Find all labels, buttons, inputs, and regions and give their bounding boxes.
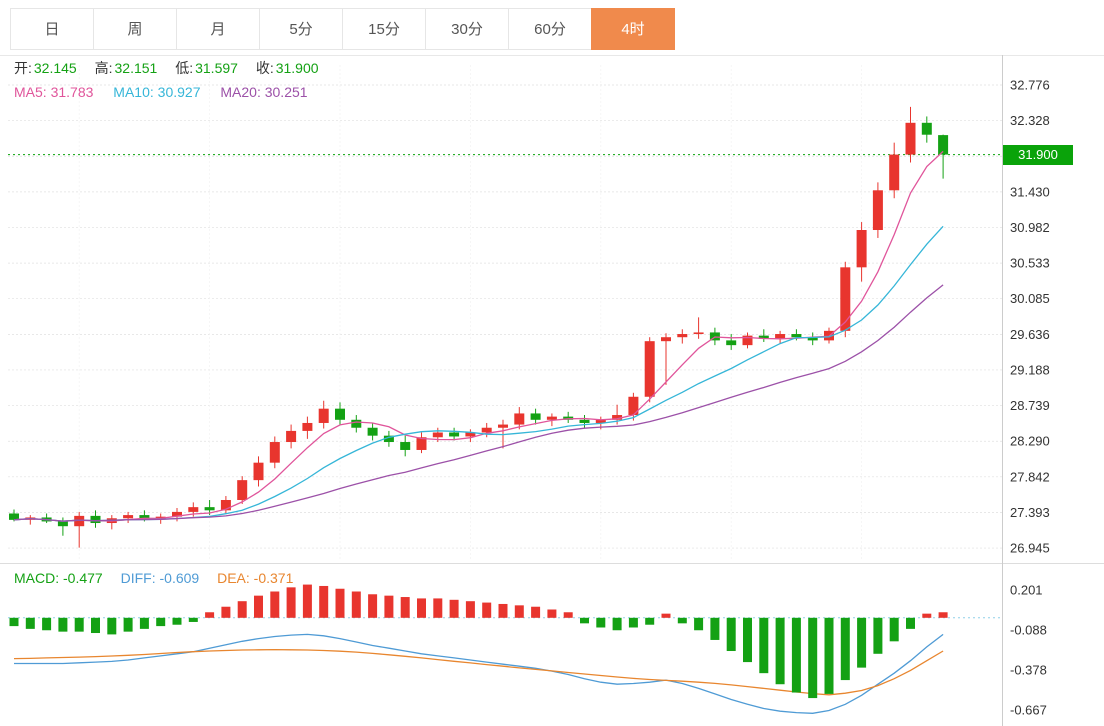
price-axis: 32.776 32.328 31.430 30.982 30.533 30.085 29.6…	[1010, 78, 1050, 556]
ma-legend: MA5: 31.783 MA10: 30.927 MA20: 30.251	[14, 84, 308, 100]
close-value: 31.900	[275, 60, 319, 76]
macd-histogram	[9, 584, 948, 699]
tab-4hour[interactable]: 4时	[591, 8, 675, 50]
ma20-line	[13, 284, 944, 522]
low-label: 低:	[175, 60, 194, 76]
svg-text:-0.378: -0.378	[1010, 663, 1047, 678]
tab-month[interactable]: 月	[176, 8, 260, 50]
svg-text:32.776: 32.776	[1010, 78, 1050, 93]
high-value: 32.151	[114, 60, 158, 76]
diff-line	[14, 633, 944, 714]
interval-tabbar: 日周月 5分 15分 30分 60分 4时	[10, 8, 675, 50]
ma10-legend: MA10: 30.927	[113, 84, 201, 100]
ohlc-legend: 开: 32.145 高: 32.151 低: 31.597 收: 31.900	[14, 58, 333, 78]
svg-text:31.430: 31.430	[1010, 184, 1050, 199]
close-label: 收:	[255, 60, 274, 76]
macd-value-legend: MACD: -0.477	[14, 570, 103, 586]
current-price-tag: 31.900	[1003, 145, 1073, 165]
tab-30min[interactable]: 30分	[425, 8, 509, 50]
svg-text:28.739: 28.739	[1010, 398, 1050, 413]
tab-15min[interactable]: 15分	[342, 8, 426, 50]
candles-group	[9, 106, 949, 548]
svg-text:29.188: 29.188	[1010, 362, 1050, 377]
ma20-legend: MA20: 30.251	[220, 84, 308, 100]
tab-day[interactable]: 日	[10, 8, 94, 50]
high-label: 高:	[94, 60, 113, 76]
time-grid	[78, 65, 862, 560]
svg-text:-0.667: -0.667	[1010, 703, 1047, 718]
diff-value-legend: DIFF: -0.609	[120, 570, 200, 586]
dea-line	[13, 648, 944, 696]
open-label: 开:	[14, 60, 32, 76]
chart-area[interactable]: 32.776 32.328 31.430 30.982 30.533 30.085 29.6…	[0, 55, 1104, 726]
svg-text:-0.088: -0.088	[1010, 622, 1047, 637]
svg-text:27.393: 27.393	[1010, 505, 1050, 520]
svg-text:30.533: 30.533	[1010, 256, 1050, 271]
tab-5min[interactable]: 5分	[259, 8, 343, 50]
open-value: 32.145	[33, 60, 77, 76]
svg-text:32.328: 32.328	[1010, 113, 1050, 128]
ma5-legend: MA5: 31.783	[14, 84, 94, 100]
svg-text:28.290: 28.290	[1010, 434, 1050, 449]
ma5-line	[13, 150, 944, 522]
dea-value-legend: DEA: -0.371	[217, 570, 294, 586]
macd-panel: 0.201 -0.088 -0.378 -0.667	[8, 582, 1047, 718]
kline-chart-canvas[interactable]: 32.776 32.328 31.430 30.982 30.533 30.085 29.6…	[0, 55, 1104, 726]
macd-legend: MACD: -0.477 DIFF: -0.609 DEA: -0.371	[14, 570, 293, 586]
ma-lines-group	[13, 150, 944, 522]
svg-text:26.945: 26.945	[1010, 541, 1050, 556]
tab-60min[interactable]: 60分	[508, 8, 592, 50]
svg-text:30.982: 30.982	[1010, 220, 1050, 235]
svg-text:29.636: 29.636	[1010, 327, 1050, 342]
tab-week[interactable]: 周	[93, 8, 177, 50]
svg-text:27.842: 27.842	[1010, 469, 1050, 484]
svg-text:0.201: 0.201	[1010, 582, 1043, 597]
price-grid	[8, 84, 1002, 549]
svg-text:30.085: 30.085	[1010, 291, 1050, 306]
low-value: 31.597	[195, 60, 238, 76]
